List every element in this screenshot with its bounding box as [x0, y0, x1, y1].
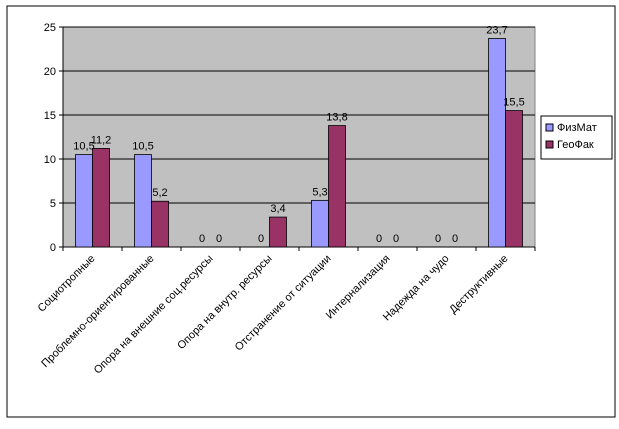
legend-swatch [545, 140, 554, 149]
bar-ФизМат [311, 199, 329, 248]
legend-label: ГеоФак [557, 139, 594, 151]
data-label: 10,5 [132, 141, 153, 153]
bar-ФизМат [488, 38, 506, 248]
bar-ГеоФак [151, 200, 169, 248]
bar-ГеоФак [92, 148, 110, 248]
legend-label: ФизМат [557, 122, 597, 134]
y-tick-label: 10 [44, 154, 56, 166]
legend-box [540, 115, 613, 160]
data-label: 5,2 [152, 187, 167, 199]
y-tick-label: 25 [44, 22, 56, 34]
data-label: 0 [452, 233, 458, 245]
y-tick-label: 0 [50, 242, 56, 254]
data-label: 0 [393, 233, 399, 245]
data-label: 10,5 [73, 141, 94, 153]
bar-ГеоФак [328, 125, 346, 248]
data-label: 3,4 [270, 203, 285, 215]
plot-area [62, 26, 536, 248]
y-tick-label: 15 [44, 110, 56, 122]
y-tick-label: 20 [44, 66, 56, 78]
data-label: 0 [376, 233, 382, 245]
bar-ФизМат [134, 154, 152, 248]
legend-swatch [545, 123, 554, 132]
y-tick-label: 5 [50, 198, 56, 210]
bar-ГеоФак [269, 216, 287, 248]
data-label: 0 [258, 233, 264, 245]
data-label: 15,5 [503, 97, 524, 109]
data-label: 5,3 [312, 186, 327, 198]
bar-ФизМат [75, 154, 93, 248]
data-label: 13,8 [326, 112, 347, 124]
data-label: 0 [435, 233, 441, 245]
data-label: 0 [199, 233, 205, 245]
bar-ГеоФак [505, 110, 523, 248]
data-label: 0 [216, 233, 222, 245]
data-label: 23,7 [486, 24, 507, 36]
data-label: 11,2 [91, 134, 112, 146]
